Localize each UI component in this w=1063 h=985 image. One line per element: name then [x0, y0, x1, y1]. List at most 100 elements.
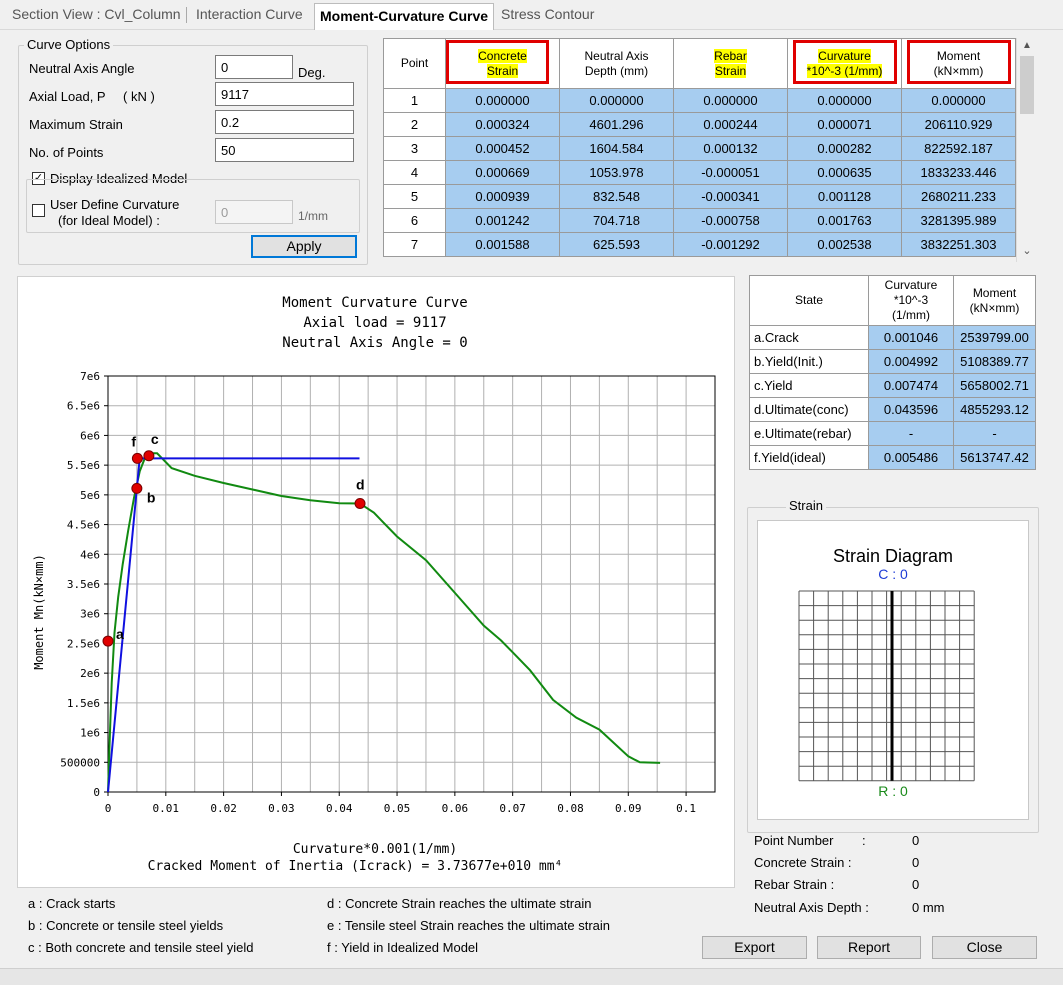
- tab-interaction-curve[interactable]: Interaction Curve: [196, 6, 303, 22]
- state-cell-curv[interactable]: -: [868, 421, 954, 446]
- row-header[interactable]: 5: [383, 184, 446, 209]
- table-cell-concrete[interactable]: 0.000452: [445, 136, 560, 161]
- table-cell-na[interactable]: 832.548: [559, 184, 674, 209]
- col-header-moment[interactable]: Moment (kN×mm): [901, 38, 1016, 89]
- table-cell-na[interactable]: 1604.584: [559, 136, 674, 161]
- max-strain-input[interactable]: [215, 110, 354, 134]
- state-cell-state[interactable]: d.Ultimate(conc): [749, 397, 869, 422]
- table-cell-moment[interactable]: 1833233.446: [901, 160, 1016, 185]
- table-cell-curv[interactable]: 0.000282: [787, 136, 902, 161]
- table-cell-rebar[interactable]: 0.000132: [673, 136, 788, 161]
- table-cell-rebar[interactable]: 0.000000: [673, 88, 788, 113]
- state-row[interactable]: c.Yield 0.007474 5658002.71: [749, 373, 1036, 398]
- state-cell-moment[interactable]: -: [953, 421, 1036, 446]
- row-header[interactable]: 6: [383, 208, 446, 233]
- state-cell-state[interactable]: a.Crack: [749, 325, 869, 350]
- table-cell-rebar[interactable]: -0.000341: [673, 184, 788, 209]
- table-cell-curv[interactable]: 0.002538: [787, 232, 902, 257]
- table-cell-rebar[interactable]: -0.000758: [673, 208, 788, 233]
- state-cell-moment[interactable]: 5613747.42: [953, 445, 1036, 470]
- table-cell-concrete[interactable]: 0.000669: [445, 160, 560, 185]
- table-cell-curv[interactable]: 0.001128: [787, 184, 902, 209]
- state-cell-moment[interactable]: 2539799.00: [953, 325, 1036, 350]
- apply-button[interactable]: Apply: [251, 235, 357, 258]
- neutral-axis-angle-input[interactable]: [215, 55, 293, 79]
- table-cell-concrete[interactable]: 0.000000: [445, 88, 560, 113]
- col-header-point[interactable]: Point: [383, 38, 446, 89]
- state-col-header[interactable]: State: [749, 275, 869, 326]
- table-cell-rebar[interactable]: -0.000051: [673, 160, 788, 185]
- table-cell-na[interactable]: 0.000000: [559, 88, 674, 113]
- state-row[interactable]: f.Yield(ideal) 0.005486 5613747.42: [749, 445, 1036, 470]
- table-row[interactable]: 3 0.000452 1604.584 0.000132 0.000282 822592.…: [383, 136, 1016, 161]
- state-cell-moment[interactable]: 5108389.77: [953, 349, 1036, 374]
- table-row[interactable]: 5 0.000939 832.548 -0.000341 0.001128 2680211…: [383, 184, 1016, 209]
- table-cell-moment[interactable]: 206110.929: [901, 112, 1016, 137]
- state-cell-state[interactable]: b.Yield(Init.): [749, 349, 869, 374]
- close-button[interactable]: Close: [932, 936, 1037, 959]
- table-row[interactable]: 1 0.000000 0.000000 0.000000 0.000000 0.00000…: [383, 88, 1016, 113]
- table-row[interactable]: 7 0.001588 625.593 -0.001292 0.002538 3832251…: [383, 232, 1016, 257]
- table-cell-rebar[interactable]: -0.001292: [673, 232, 788, 257]
- table-cell-moment[interactable]: 3281395.989: [901, 208, 1016, 233]
- col-header-rebar-strain[interactable]: Rebar Strain: [673, 38, 788, 89]
- state-cell-curv[interactable]: 0.004992: [868, 349, 954, 374]
- num-points-input[interactable]: [215, 138, 354, 162]
- state-cell-curv[interactable]: 0.001046: [868, 325, 954, 350]
- table-cell-na[interactable]: 704.718: [559, 208, 674, 233]
- col-header-concrete-strain[interactable]: Concrete Strain: [445, 38, 560, 89]
- table-cell-concrete[interactable]: 0.001242: [445, 208, 560, 233]
- state-cell-state[interactable]: f.Yield(ideal): [749, 445, 869, 470]
- state-cell-curv[interactable]: 0.005486: [868, 445, 954, 470]
- state-row[interactable]: d.Ultimate(conc) 0.043596 4855293.12: [749, 397, 1036, 422]
- table-cell-curv[interactable]: 0.000071: [787, 112, 902, 137]
- state-row[interactable]: a.Crack 0.001046 2539799.00: [749, 325, 1036, 350]
- table-cell-na[interactable]: 1053.978: [559, 160, 674, 185]
- tab-stress-contour[interactable]: Stress Contour: [501, 6, 595, 22]
- table-row[interactable]: 6 0.001242 704.718 -0.000758 0.001763 3281395…: [383, 208, 1016, 233]
- row-header[interactable]: 2: [383, 112, 446, 137]
- scroll-down-icon[interactable]: ⌄: [1022, 245, 1032, 257]
- report-button[interactable]: Report: [817, 936, 921, 959]
- state-cell-moment[interactable]: 4855293.12: [953, 397, 1036, 422]
- state-cell-state[interactable]: c.Yield: [749, 373, 869, 398]
- table-cell-concrete[interactable]: 0.000939: [445, 184, 560, 209]
- table-cell-moment[interactable]: 2680211.233: [901, 184, 1016, 209]
- row-header[interactable]: 3: [383, 136, 446, 161]
- table-cell-concrete[interactable]: 0.001588: [445, 232, 560, 257]
- display-idealized-checkbox[interactable]: ✓: [32, 172, 45, 185]
- col-header-curvature[interactable]: Curvature *10^-3 (1/mm): [787, 38, 902, 89]
- axial-load-input[interactable]: [215, 82, 354, 106]
- state-col-moment[interactable]: Moment (kN×mm): [953, 275, 1036, 326]
- export-button[interactable]: Export: [702, 936, 807, 959]
- state-row[interactable]: e.Ultimate(rebar) - -: [749, 421, 1036, 446]
- tab-section-view[interactable]: Section View : Cvl_Column: [12, 6, 181, 22]
- state-cell-state[interactable]: e.Ultimate(rebar): [749, 421, 869, 446]
- state-cell-curv[interactable]: 0.007474: [868, 373, 954, 398]
- table-row[interactable]: 4 0.000669 1053.978 -0.000051 0.000635 183323…: [383, 160, 1016, 185]
- table-cell-curv[interactable]: 0.000000: [787, 88, 902, 113]
- table-cell-rebar[interactable]: 0.000244: [673, 112, 788, 137]
- table-cell-moment[interactable]: 3832251.303: [901, 232, 1016, 257]
- table-cell-moment[interactable]: 822592.187: [901, 136, 1016, 161]
- scroll-up-icon[interactable]: ▲: [1022, 40, 1032, 51]
- table-cell-na[interactable]: 4601.296: [559, 112, 674, 137]
- point-table-scrollbar[interactable]: ▲ ⌄: [1016, 38, 1037, 262]
- state-row[interactable]: b.Yield(Init.) 0.004992 5108389.77: [749, 349, 1036, 374]
- table-cell-moment[interactable]: 0.000000: [901, 88, 1016, 113]
- tab-moment-curvature[interactable]: Moment-Curvature Curve: [314, 3, 494, 30]
- row-header[interactable]: 4: [383, 160, 446, 185]
- user-define-checkbox[interactable]: [32, 204, 45, 217]
- row-header[interactable]: 7: [383, 232, 446, 257]
- state-col-curvature[interactable]: Curvature *10^-3 (1/mm): [868, 275, 954, 326]
- scrollbar-thumb[interactable]: [1020, 56, 1034, 114]
- user-define-curvature-input[interactable]: [215, 200, 293, 224]
- state-cell-moment[interactable]: 5658002.71: [953, 373, 1036, 398]
- col-header-neutral-axis-depth[interactable]: Neutral Axis Depth (mm): [559, 38, 674, 89]
- table-cell-curv[interactable]: 0.000635: [787, 160, 902, 185]
- state-cell-curv[interactable]: 0.043596: [868, 397, 954, 422]
- table-cell-curv[interactable]: 0.001763: [787, 208, 902, 233]
- row-header[interactable]: 1: [383, 88, 446, 113]
- table-cell-concrete[interactable]: 0.000324: [445, 112, 560, 137]
- table-row[interactable]: 2 0.000324 4601.296 0.000244 0.000071 206110.…: [383, 112, 1016, 137]
